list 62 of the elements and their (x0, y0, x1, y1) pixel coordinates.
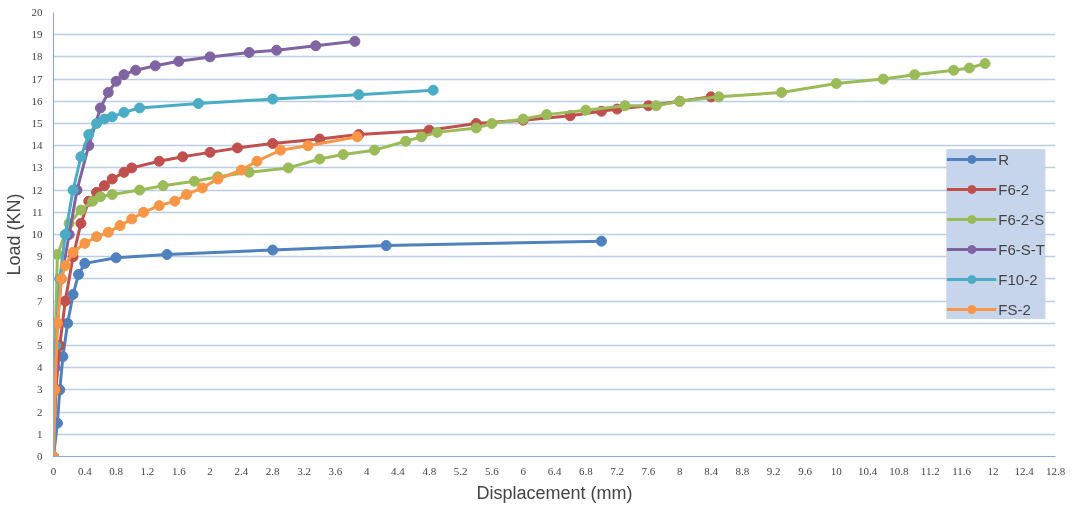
y-tick-label: 7 (37, 294, 43, 307)
x-tick-label: 12 (987, 464, 999, 477)
x-tick-label: 9.2 (766, 464, 781, 477)
x-tick-label: 12.8 (1045, 464, 1066, 477)
y-tick-label: 14 (31, 139, 43, 152)
x-tick-label: 3.2 (297, 464, 311, 477)
x-tick-label: 8.8 (735, 464, 750, 477)
x-tick-label: 4.8 (422, 464, 437, 477)
y-tick-label: 17 (31, 72, 43, 85)
y-tick-label: 9 (37, 250, 43, 263)
x-tick-label: 9.6 (798, 464, 813, 477)
x-tick-label: 0.8 (109, 464, 124, 477)
y-tick-label: 1 (37, 427, 43, 440)
legend-label: FS-2 (998, 300, 1031, 318)
x-tick-label: 3.6 (328, 464, 343, 477)
y-tick-label: 10 (31, 228, 43, 240)
y-tick-label: 11 (31, 205, 43, 218)
x-tick-label: 2 (207, 464, 213, 477)
y-tick-label: 13 (31, 161, 43, 174)
y-tick-label: 19 (31, 28, 43, 41)
legend-label: R (998, 150, 1011, 168)
x-tick-label: 4.4 (391, 464, 406, 477)
legend-label: F10-2 (998, 270, 1038, 288)
y-tick-label: 2 (37, 405, 43, 418)
x-tick-label: 0.4 (77, 464, 93, 477)
x-tick-label: 11.6 (952, 464, 972, 477)
y-tick-label: 20 (31, 6, 43, 18)
y-tick-label: 8 (37, 272, 43, 285)
x-tick-label: 6.4 (547, 464, 562, 477)
x-tick-label: 10.8 (889, 464, 910, 477)
x-tick-label: 1.6 (171, 464, 187, 477)
x-tick-label: 8.4 (704, 464, 719, 477)
x-tick-label: 5.2 (453, 464, 468, 477)
x-tick-label: 11.2 (920, 464, 940, 477)
y-tick-label: 16 (31, 94, 43, 107)
x-tick-label: 10.4 (858, 464, 878, 477)
x-tick-label: 7.2 (610, 464, 624, 477)
x-axis-title: Displacement (mm) (476, 482, 633, 503)
x-tick-label: 10 (830, 464, 843, 477)
legend-label: F6-S-T (998, 240, 1045, 258)
y-tick-label: 18 (31, 50, 43, 63)
y-tick-label: 3 (37, 383, 43, 396)
y-tick-label: 6 (37, 316, 43, 329)
y-tick-label: 15 (31, 117, 43, 129)
x-tick-label: 8 (677, 464, 683, 477)
x-tick-label: 2.8 (265, 464, 281, 477)
y-axis-title: Load (KN) (3, 193, 24, 276)
x-tick-label: 2.4 (234, 464, 249, 477)
x-tick-label: 0 (50, 464, 57, 477)
x-tick-label: 12.4 (1014, 464, 1035, 477)
y-tick-label: 5 (37, 339, 43, 351)
x-tick-label: 1.2 (140, 464, 155, 477)
y-tick-label: 12 (31, 183, 43, 196)
legend-label: F6-2-S (998, 210, 1045, 228)
x-tick-label: 4 (363, 464, 370, 477)
legend-label: F6-2 (998, 180, 1030, 198)
x-tick-label: 6 (520, 464, 527, 477)
x-tick-label: 6.8 (578, 464, 594, 477)
y-tick-label: 0 (37, 450, 43, 462)
y-tick-label: 4 (37, 361, 43, 374)
x-tick-label: 5.6 (485, 464, 500, 477)
x-tick-label: 7.6 (641, 464, 656, 477)
